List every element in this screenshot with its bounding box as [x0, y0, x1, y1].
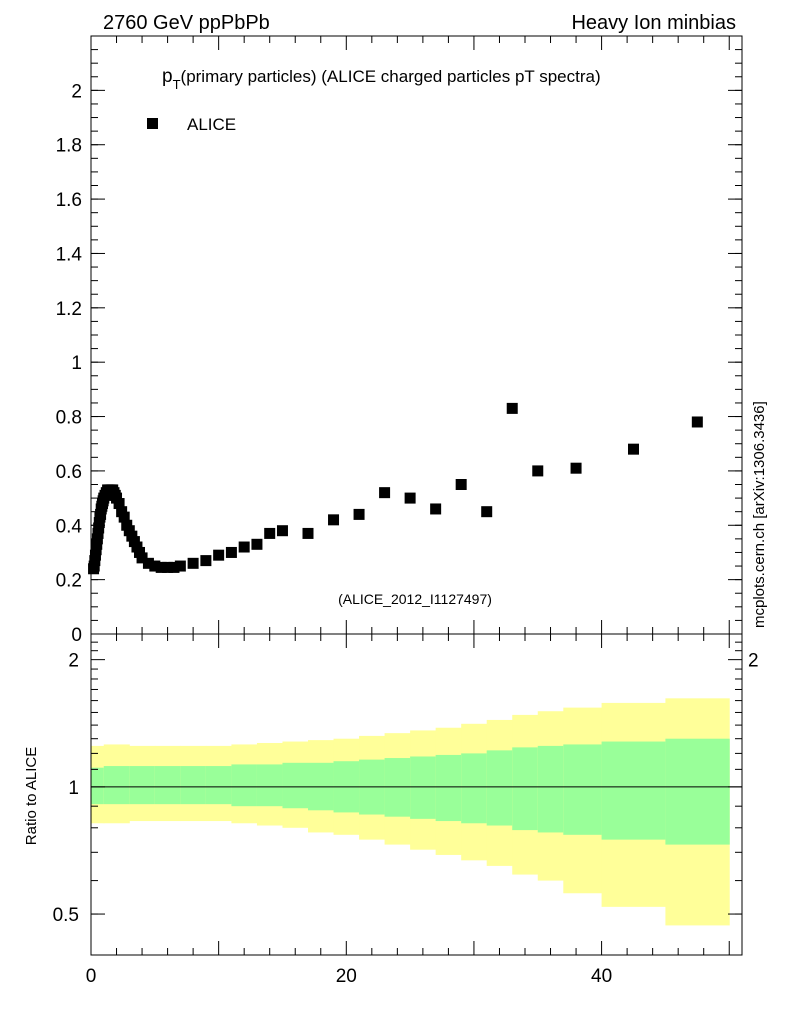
uncertainty-band-inner [91, 767, 105, 805]
main-ytick-label: 1.2 [56, 299, 82, 320]
data-point [200, 555, 212, 567]
data-point [136, 552, 148, 564]
ratio-xtick-label: 0 [86, 966, 97, 987]
data-point [430, 503, 442, 515]
data-point [113, 498, 125, 510]
data-point [225, 546, 237, 558]
main-ytick-label: 1.6 [56, 190, 82, 211]
data-point [149, 560, 161, 572]
data-point [506, 402, 518, 414]
uncertainty-band-inner [486, 750, 513, 826]
main-ytick-label: 1.4 [56, 244, 83, 265]
ratio-plot-frame [90, 633, 743, 956]
data-point [162, 561, 174, 573]
main-ytick-label: 2 [71, 81, 82, 102]
uncertainty-band-inner [665, 738, 730, 845]
data-point [691, 416, 703, 428]
data-point [455, 479, 467, 490]
data-point [187, 557, 199, 569]
data-point [276, 525, 288, 537]
data-point [353, 508, 365, 520]
ratio-ytick-label: 2 [68, 651, 79, 672]
data-point [570, 462, 582, 474]
main-ytick-label: 0.4 [56, 516, 83, 537]
uncertainty-band-inner [231, 764, 258, 807]
ratio-ytick-label-right: 2 [748, 651, 759, 672]
ratio-xtick-label: 40 [591, 966, 612, 987]
data-point [213, 549, 225, 561]
data-point [238, 541, 250, 553]
reference-label: (ALICE_2012_I1127497) [338, 591, 492, 607]
legend-label: ALICE [187, 115, 236, 134]
uncertainty-band-inner [180, 766, 207, 805]
ratio-bands [91, 698, 730, 926]
main-ytick-label: 0.8 [56, 408, 82, 429]
main-data-points [88, 402, 703, 575]
ratio-axes: 0.512 20 20 40 [53, 634, 759, 987]
main-ytick-label: 1.8 [56, 136, 82, 157]
ratio-xtick-label: 20 [336, 966, 357, 987]
data-point [379, 487, 391, 499]
uncertainty-band-inner [601, 741, 666, 840]
uncertainty-band-inner [154, 766, 181, 805]
header-left: 2760 GeV ppPbPb [103, 12, 270, 34]
uncertainty-band-inner [410, 756, 437, 819]
ratio-ytick-label: 0.5 [53, 905, 79, 926]
uncertainty-band-inner [256, 764, 283, 807]
uncertainty-band-inner [512, 747, 539, 831]
title-p: p [162, 66, 173, 87]
main-title: pT(primary particles) (ALICE charged par… [162, 66, 601, 92]
title-rest: (primary particles) (ALICE charged parti… [181, 67, 601, 86]
data-point [264, 527, 276, 539]
main-ytick-label: 1 [71, 353, 82, 374]
data-point [251, 538, 263, 550]
uncertainty-band-inner [537, 745, 564, 833]
main-ytick-label: 0.6 [56, 462, 82, 483]
title-sub: T [173, 77, 181, 92]
ratio-ytick-label: 1 [68, 778, 79, 799]
data-point [155, 561, 167, 573]
main-y-axis: 0 0.2 0.4 0.6 0.8 1 1.2 1.4 1.6 1.8 2 [56, 35, 742, 646]
uncertainty-band-inner [461, 753, 488, 824]
uncertainty-band-inner [205, 766, 232, 805]
legend-marker [147, 118, 158, 129]
data-point [328, 514, 340, 526]
uncertainty-band-inner [435, 754, 462, 822]
data-point [302, 527, 314, 539]
data-point [118, 511, 130, 523]
main-ytick-label: 0 [71, 625, 82, 646]
uncertainty-band-inner [563, 744, 603, 835]
data-point [532, 465, 544, 477]
uncertainty-band-inner [384, 758, 411, 817]
data-point [404, 492, 416, 504]
uncertainty-band-inner [129, 766, 156, 805]
ratio-plot: 0.512 20 20 40 Ratio to ALICE [23, 633, 759, 987]
side-label: mcplots.cern.ch [arXiv:1306.3436] [751, 401, 768, 628]
main-ytick-label: 0.2 [56, 571, 82, 592]
data-point [174, 560, 186, 572]
ratio-ylabel: Ratio to ALICE [23, 747, 40, 845]
data-point [628, 443, 639, 455]
data-point [168, 561, 180, 573]
header-right: Heavy Ion minbias [571, 12, 736, 34]
main-plot: 0 0.2 0.4 0.6 0.8 1 1.2 1.4 1.6 1.8 2 pT(primary p… [56, 35, 743, 646]
uncertainty-band-inner [282, 762, 309, 809]
data-point [142, 557, 154, 569]
uncertainty-band-inner [103, 766, 130, 805]
data-point [481, 506, 493, 518]
